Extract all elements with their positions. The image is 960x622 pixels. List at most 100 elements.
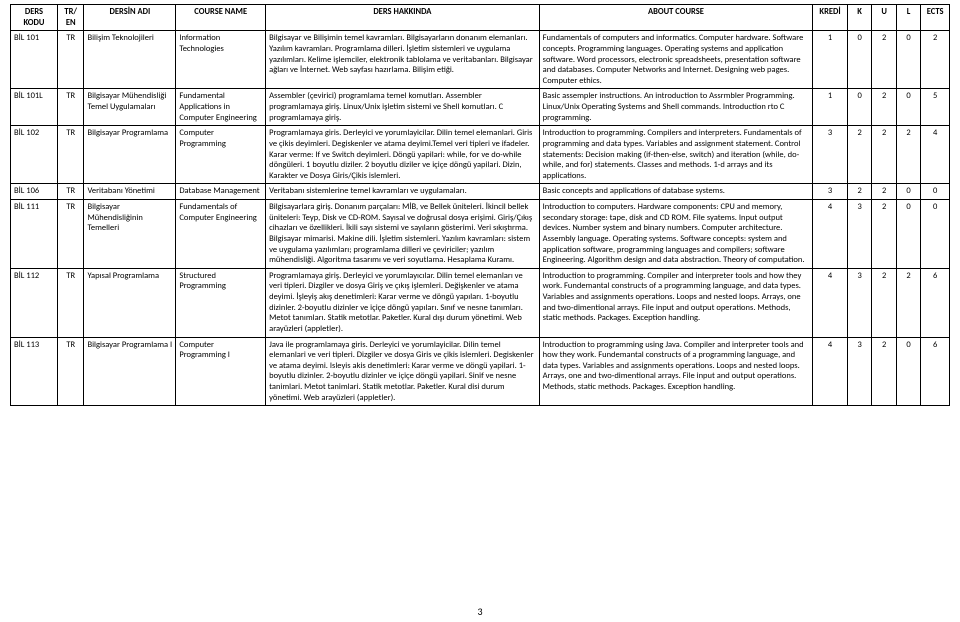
cell-k: 3 — [847, 268, 871, 337]
cell-tren: TR — [57, 89, 84, 126]
cell-hakkinda: Bilgisayar ve Bilişimin temel kavramları… — [266, 31, 540, 89]
cell-hakkinda: Bilgisayarlara giriş. Donanım parçaları:… — [266, 200, 540, 269]
cell-code: BİL 101 — [11, 31, 58, 89]
cell-about: Introduction to programming. Compiler an… — [539, 268, 813, 337]
col-tr-en: TR/ EN — [57, 5, 84, 31]
cell-l: 0 — [896, 337, 920, 406]
cell-about: Basic concepts and applications of datab… — [539, 184, 813, 200]
cell-code: BİL 101L — [11, 89, 58, 126]
cell-about: Basic assempler instructions. An introdu… — [539, 89, 813, 126]
table-row: BİL 101L TR Bilgisayar Mühendisliği Teme… — [11, 89, 950, 126]
cell-hakkinda: Programlamaya giris. Derleyici ve yoruml… — [266, 126, 540, 184]
col-kredi: KREDİ — [813, 5, 848, 31]
cell-ects: 0 — [921, 200, 950, 269]
cell-dersin-adi: Bilgisayar Mühendisliğinin Temelleri — [84, 200, 176, 269]
cell-dersin-adi: Yapısal Programlama — [84, 268, 176, 337]
cell-dersin-adi: Bilgisayar Programlama — [84, 126, 176, 184]
col-ects: ECTS — [921, 5, 950, 31]
col-dersin-adi: DERSİN ADI — [84, 5, 176, 31]
cell-ects: 6 — [921, 268, 950, 337]
cell-kredi: 4 — [813, 200, 848, 269]
cell-u: 2 — [872, 337, 896, 406]
cell-about: Introduction to computers. Hardware comp… — [539, 200, 813, 269]
page: DERS KODU TR/ EN DERSİN ADI COURSE NAME … — [0, 0, 960, 622]
cell-about: Fundamentals of computers and informatic… — [539, 31, 813, 89]
cell-u: 2 — [872, 200, 896, 269]
cell-code: BİL 112 — [11, 268, 58, 337]
cell-l: 0 — [896, 89, 920, 126]
table-body: BİL 101 TR Bilişim Teknolojileri Informa… — [11, 31, 950, 406]
col-course-name: COURSE NAME — [176, 5, 266, 31]
cell-course-name: Information Technologies — [176, 31, 266, 89]
col-l: L — [896, 5, 920, 31]
cell-ects: 2 — [921, 31, 950, 89]
cell-ects: 0 — [921, 184, 950, 200]
col-ders-kodu: DERS KODU — [11, 5, 58, 31]
cell-u: 2 — [872, 184, 896, 200]
cell-k: 0 — [847, 31, 871, 89]
cell-kredi: 1 — [813, 89, 848, 126]
cell-dersin-adi: Bilişim Teknolojileri — [84, 31, 176, 89]
cell-ects: 4 — [921, 126, 950, 184]
cell-course-name: Structured Programming — [176, 268, 266, 337]
cell-hakkinda: Assembler (çevirici) programlama temel k… — [266, 89, 540, 126]
cell-course-name: Database Management — [176, 184, 266, 200]
cell-kredi: 1 — [813, 31, 848, 89]
cell-kredi: 3 — [813, 184, 848, 200]
col-k: K — [847, 5, 871, 31]
cell-kredi: 4 — [813, 337, 848, 406]
cell-tren: TR — [57, 184, 84, 200]
cell-l: 0 — [896, 184, 920, 200]
cell-l: 0 — [896, 200, 920, 269]
cell-k: 0 — [847, 89, 871, 126]
cell-u: 2 — [872, 268, 896, 337]
cell-about: Introduction to programming using Java. … — [539, 337, 813, 406]
cell-tren: TR — [57, 268, 84, 337]
cell-hakkinda: Java ile programlamaya giris. Derleyici … — [266, 337, 540, 406]
table-header: DERS KODU TR/ EN DERSİN ADI COURSE NAME … — [11, 5, 950, 31]
cell-about: Introduction to programming. Compilers a… — [539, 126, 813, 184]
table-row: BİL 101 TR Bilişim Teknolojileri Informa… — [11, 31, 950, 89]
col-u: U — [872, 5, 896, 31]
cell-course-name: Computer Programming — [176, 126, 266, 184]
cell-course-name: Computer Programming I — [176, 337, 266, 406]
cell-l: 0 — [896, 31, 920, 89]
cell-hakkinda: Programlamaya giriş. Derleyici ve yoruml… — [266, 268, 540, 337]
cell-tren: TR — [57, 31, 84, 89]
cell-l: 2 — [896, 126, 920, 184]
cell-dersin-adi: Bilgisayar Programlama I — [84, 337, 176, 406]
cell-dersin-adi: Veritabanı Yönetimi — [84, 184, 176, 200]
cell-hakkinda: Veritabanı sistemlerine temel kavramları… — [266, 184, 540, 200]
col-about-course: ABOUT COURSE — [539, 5, 813, 31]
cell-k: 3 — [847, 200, 871, 269]
cell-kredi: 3 — [813, 126, 848, 184]
cell-u: 2 — [872, 126, 896, 184]
cell-l: 2 — [896, 268, 920, 337]
table-row: BİL 111 TR Bilgisayar Mühendisliğinin Te… — [11, 200, 950, 269]
cell-course-name: Fundamental Applications in Computer Eng… — [176, 89, 266, 126]
col-ders-hakkinda: DERS HAKKINDA — [266, 5, 540, 31]
table-row: BİL 113 TR Bilgisayar Programlama I Comp… — [11, 337, 950, 406]
header-row: DERS KODU TR/ EN DERSİN ADI COURSE NAME … — [11, 5, 950, 31]
table-row: BİL 106 TR Veritabanı Yönetimi Database … — [11, 184, 950, 200]
page-number: 3 — [0, 605, 960, 618]
cell-kredi: 4 — [813, 268, 848, 337]
cell-k: 2 — [847, 184, 871, 200]
cell-code: BİL 106 — [11, 184, 58, 200]
cell-course-name: Fundamentals of Computer Engineering — [176, 200, 266, 269]
cell-code: BİL 102 — [11, 126, 58, 184]
cell-k: 2 — [847, 126, 871, 184]
cell-k: 3 — [847, 337, 871, 406]
cell-u: 2 — [872, 31, 896, 89]
cell-tren: TR — [57, 200, 84, 269]
cell-ects: 6 — [921, 337, 950, 406]
course-table: DERS KODU TR/ EN DERSİN ADI COURSE NAME … — [10, 4, 950, 406]
cell-u: 2 — [872, 89, 896, 126]
cell-ects: 5 — [921, 89, 950, 126]
cell-dersin-adi: Bilgisayar Mühendisliği Temel Uygulamala… — [84, 89, 176, 126]
cell-code: BİL 113 — [11, 337, 58, 406]
table-row: BİL 112 TR Yapısal Programlama Structure… — [11, 268, 950, 337]
table-row: BİL 102 TR Bilgisayar Programlama Comput… — [11, 126, 950, 184]
cell-tren: TR — [57, 126, 84, 184]
cell-tren: TR — [57, 337, 84, 406]
